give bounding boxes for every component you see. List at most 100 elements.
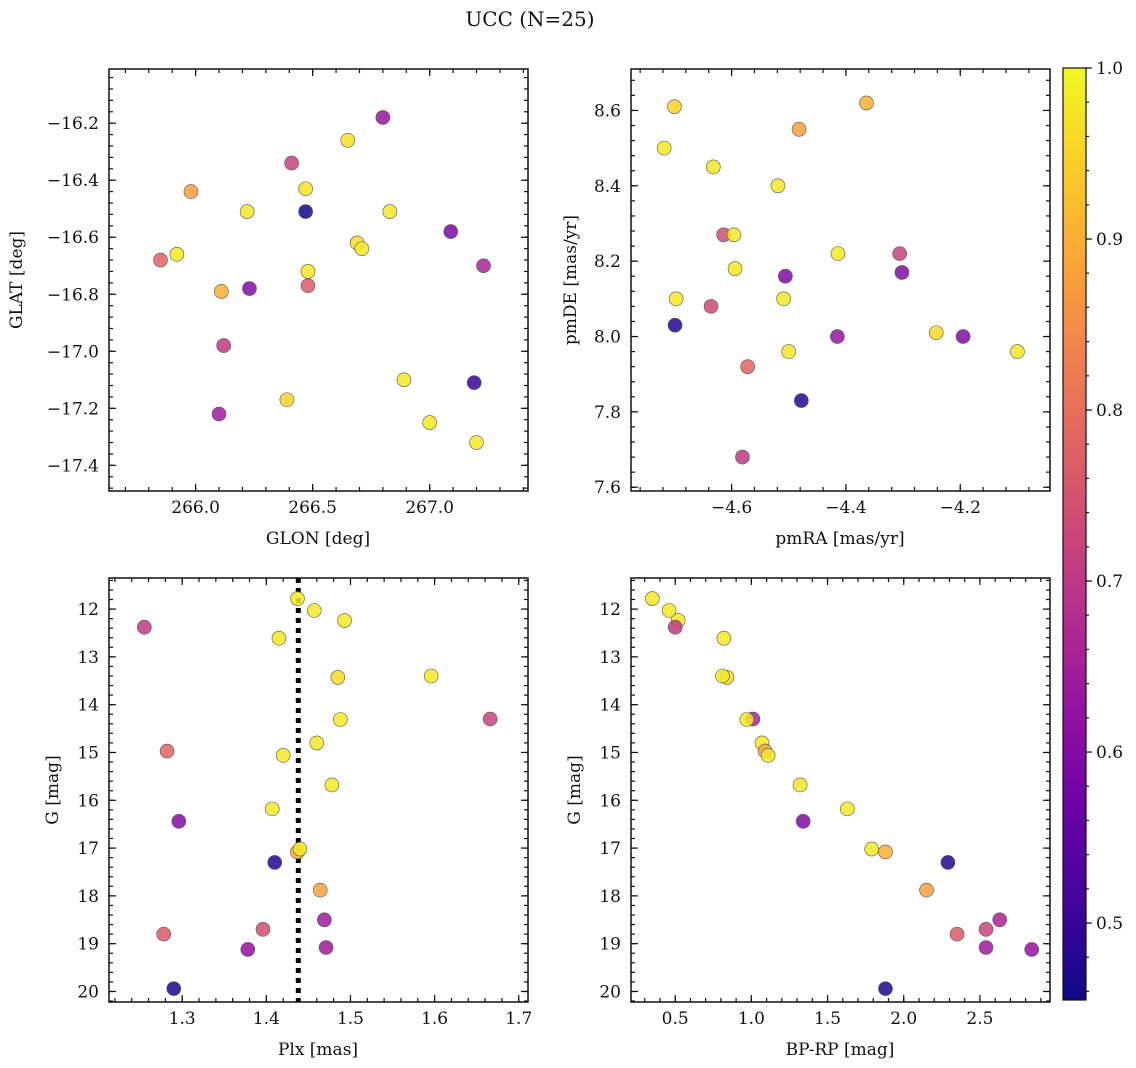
y-axis-label: GLAT [deg] [7, 231, 27, 329]
data-point [318, 940, 334, 955]
data-point [955, 329, 971, 344]
data-point [716, 630, 732, 646]
data-point [284, 155, 299, 171]
y-tick-label: 14 [599, 696, 621, 716]
y-tick-label: 16 [77, 791, 99, 811]
data-point [482, 711, 498, 727]
data-point [324, 777, 340, 793]
data-point [156, 926, 171, 942]
data-point [300, 264, 316, 279]
data-point [992, 912, 1008, 928]
data-point [271, 630, 287, 646]
data-point [423, 668, 439, 684]
x-tick-label: 1.6 [421, 1009, 448, 1029]
data-point [778, 268, 793, 284]
data-point [166, 981, 182, 996]
plot-frame [108, 577, 529, 1003]
x-axis-label: BP-RP [mag] [786, 1040, 895, 1060]
colorbar-tick-label: 0.7 [1096, 572, 1123, 592]
data-point [469, 435, 484, 450]
x-tick-label: 1.7 [505, 1009, 532, 1029]
data-point [443, 224, 459, 239]
x-tick-label: 2.0 [890, 1009, 917, 1029]
data-point [715, 668, 730, 684]
colorbar: 0.5 0.6 0.7 0.8 0.9 1.0 [1062, 59, 1123, 1001]
data-point [1024, 942, 1040, 957]
data-point [760, 748, 776, 763]
data-point [894, 265, 910, 280]
data-point [830, 329, 845, 344]
data-point [300, 278, 316, 294]
panel-glon-glat: GLON [deg] GLAT [deg] 266.0 266.5 267.0 −17… [7, 68, 529, 549]
data-point [830, 246, 846, 261]
x-tick-label: 266.5 [288, 498, 337, 518]
data-point [978, 940, 994, 955]
data-point [354, 241, 370, 256]
data-point [770, 178, 786, 194]
x-tick-label: 1.5 [814, 1009, 841, 1029]
x-tick-label: 267.0 [405, 498, 454, 518]
data-point [928, 325, 944, 341]
x-tick-label: 1.4 [253, 1009, 280, 1029]
data-point [859, 95, 874, 111]
data-point [864, 841, 880, 857]
data-point [275, 748, 291, 763]
panel-plx-g: Plx [mas] G [mag] 1.3 1.4 1.5 1.6 1.7 12 13 14 1… [43, 577, 532, 1060]
y-tick-label: 8.4 [594, 177, 621, 197]
data-point [171, 814, 187, 829]
y-tick-label: −16.8 [47, 285, 99, 305]
y-tick-label: 13 [599, 648, 621, 668]
colorbar-gradient [1062, 67, 1087, 1001]
data-point [240, 942, 256, 957]
panel-bprp-g: BP-RP [mag] G [mag] 0.5 1.0 1.5 2.0 2.5 12 13 1… [565, 577, 1051, 1060]
data-point [216, 338, 231, 353]
data-point [290, 591, 305, 606]
y-tick-label: 8.2 [594, 252, 621, 272]
data-point [878, 844, 893, 860]
data-point [375, 110, 391, 125]
y-tick-label: 14 [77, 696, 99, 716]
y-tick-label: 15 [599, 743, 621, 763]
data-point [211, 406, 227, 422]
y-tick-label: 16 [599, 791, 621, 811]
data-point [703, 299, 719, 314]
y-tick-label: −17.4 [47, 456, 99, 476]
data-point [727, 261, 743, 276]
y-tick-label: 13 [77, 648, 99, 668]
data-point [333, 712, 348, 727]
data-point [940, 855, 956, 870]
y-tick-label: 19 [599, 935, 621, 955]
colorbar-tick-label: 0.9 [1096, 230, 1123, 250]
data-point [667, 99, 682, 114]
data-point [242, 281, 257, 296]
data-point [264, 801, 280, 817]
data-point [214, 284, 229, 299]
x-tick-label: 0.5 [662, 1009, 689, 1029]
y-tick-label: 12 [599, 600, 621, 620]
colorbar-tick-label: 0.8 [1096, 401, 1123, 421]
data-point [919, 882, 934, 898]
y-tick-label: 17 [599, 839, 621, 859]
data-point [740, 359, 755, 374]
data-point [159, 743, 175, 759]
data-point [978, 922, 994, 937]
x-tick-label: −4.6 [711, 498, 752, 518]
y-tick-label: 8.6 [594, 101, 621, 121]
y-tick-label: 15 [77, 743, 99, 763]
x-axis-label: GLON [deg] [266, 529, 370, 549]
data-point [794, 393, 809, 408]
data-point [781, 344, 797, 359]
data-point [892, 246, 907, 261]
data-point [298, 204, 313, 219]
y-tick-label: 7.6 [594, 478, 621, 498]
y-tick-label: 20 [599, 982, 621, 1002]
x-tick-label: −4.4 [825, 498, 866, 518]
y-axis-label: pmDE [mas/yr] [561, 215, 581, 345]
colorbar-tick-label: 0.5 [1096, 914, 1123, 934]
data-point [169, 247, 185, 262]
x-tick-label: 2.5 [966, 1009, 993, 1029]
data-point [776, 291, 791, 307]
data-point [735, 449, 750, 465]
colorbar-tick-label: 1.0 [1096, 59, 1123, 79]
data-point [396, 372, 412, 388]
